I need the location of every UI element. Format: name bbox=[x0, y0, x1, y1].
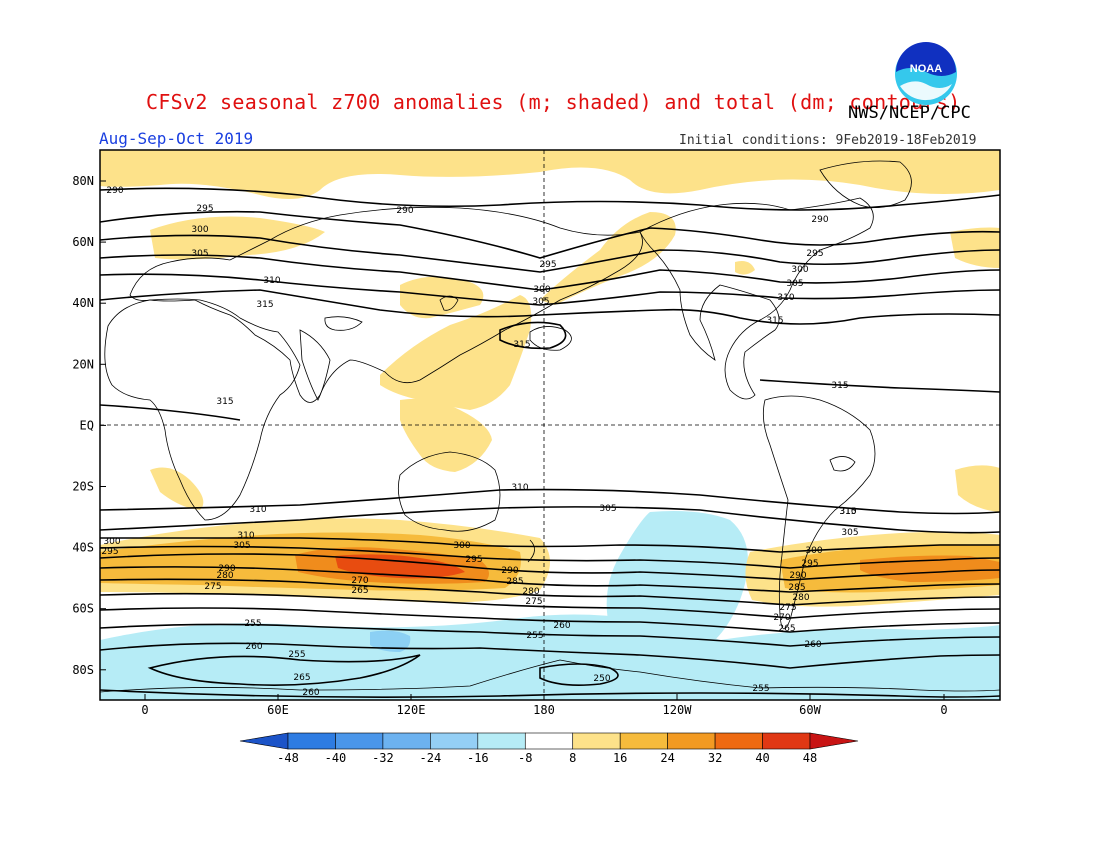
lat-label: EQ bbox=[80, 418, 94, 432]
contour-label: 290 bbox=[106, 186, 123, 196]
lon-label: 60W bbox=[799, 703, 821, 717]
contour-label: 300 bbox=[191, 225, 208, 235]
contour-label: 290 bbox=[218, 564, 235, 574]
period-label: Aug-Sep-Oct 2019 bbox=[99, 129, 254, 148]
negative-anomaly-shading bbox=[100, 511, 1000, 700]
contour-label: 285 bbox=[506, 577, 523, 587]
contour-label: 305 bbox=[532, 297, 549, 307]
contour-label: 270 bbox=[773, 613, 790, 623]
contour-label: 310 bbox=[777, 293, 794, 303]
contour-label: 305 bbox=[191, 249, 208, 259]
lon-label: 0 bbox=[141, 703, 148, 717]
contour-label: 310 bbox=[511, 483, 528, 493]
contour-label: 295 bbox=[806, 249, 823, 259]
contour-label: 255 bbox=[288, 650, 305, 660]
contour-label: 310 bbox=[839, 507, 856, 517]
contour-label: 280 bbox=[792, 593, 809, 603]
lat-label: 40N bbox=[72, 296, 94, 310]
contour-label: 290 bbox=[396, 206, 413, 216]
lon-label: 60E bbox=[267, 703, 289, 717]
contour-label: 295 bbox=[539, 260, 556, 270]
contour-label: 260 bbox=[245, 642, 262, 652]
contour-label: 290 bbox=[789, 571, 806, 581]
contour-label: 280 bbox=[216, 571, 233, 581]
contour-label: 285 bbox=[788, 583, 805, 593]
contour-label: 275 bbox=[204, 582, 221, 592]
lon-label: 0 bbox=[940, 703, 947, 717]
lon-label: 180 bbox=[533, 703, 555, 717]
contour-label: 315 bbox=[513, 340, 530, 350]
contour-label: 305 bbox=[233, 541, 250, 551]
lat-label: 20S bbox=[72, 480, 94, 494]
contour-label: 270 bbox=[351, 576, 368, 586]
lon-label: 120E bbox=[397, 703, 426, 717]
lat-label: 80N bbox=[72, 174, 94, 188]
contour-label: 265 bbox=[351, 586, 368, 596]
contour-label: 255 bbox=[526, 631, 543, 641]
contour-label: 310 bbox=[249, 505, 266, 515]
contour-label: 265 bbox=[293, 673, 310, 683]
contour-label: 300 bbox=[791, 265, 808, 275]
noaa-logo-text: NOAA bbox=[910, 63, 942, 75]
lat-label: 60N bbox=[72, 235, 94, 249]
contour-label: 260 bbox=[804, 640, 821, 650]
contour-label: 250 bbox=[593, 674, 610, 684]
contour-label: 295 bbox=[101, 547, 118, 557]
contour-label: 280 bbox=[522, 587, 539, 597]
lat-label: 20N bbox=[72, 357, 94, 371]
lat-label: 40S bbox=[72, 541, 94, 555]
contour-label: 295 bbox=[801, 559, 818, 569]
lat-label: 60S bbox=[72, 602, 94, 616]
contour-label: 295 bbox=[465, 555, 482, 565]
initial-conditions-label: Initial conditions: 9Feb2019-18Feb2019 bbox=[679, 133, 977, 148]
contour-label: 300 bbox=[103, 537, 120, 547]
contour-label: 295 bbox=[196, 204, 213, 214]
contour-label: 315 bbox=[256, 300, 273, 310]
contour-label: 300 bbox=[453, 541, 470, 551]
chart-title: CFSv2 seasonal z700 anomalies (m; shaded… bbox=[146, 90, 961, 114]
contour-label: 310 bbox=[263, 276, 280, 286]
contour-label: 255 bbox=[752, 684, 769, 694]
contour-label: 315 bbox=[839, 507, 856, 517]
organization-label: NWS/NCEP/CPC bbox=[848, 103, 971, 123]
contour-label: 300 bbox=[805, 546, 822, 556]
height-contours bbox=[100, 187, 1000, 698]
contour-label: 260 bbox=[553, 621, 570, 631]
contour-label: 265 bbox=[778, 624, 795, 634]
contour-label: 290 bbox=[501, 566, 518, 576]
contour-label: 315 bbox=[831, 381, 848, 391]
contour-label: 305 bbox=[841, 528, 858, 538]
noaa-logo-icon: NOAA bbox=[895, 42, 957, 105]
contour-label: 255 bbox=[244, 619, 261, 629]
contour-label: 275 bbox=[525, 597, 542, 607]
contour-label: 260 bbox=[302, 688, 319, 698]
contour-label: 305 bbox=[599, 504, 616, 514]
lat-label: 80S bbox=[72, 663, 94, 677]
contour-label: 300 bbox=[533, 285, 550, 295]
contour-label: 305 bbox=[786, 279, 803, 289]
contour-label: 275 bbox=[779, 603, 796, 613]
contour-label: 315 bbox=[766, 316, 783, 326]
contour-label: 290 bbox=[811, 215, 828, 225]
latitude-axis: 80N 60N 40N 20N EQ 20S 40S 60S 80S bbox=[72, 174, 106, 677]
lon-label: 120W bbox=[663, 703, 693, 717]
contour-label: 315 bbox=[216, 397, 233, 407]
contour-label: 310 bbox=[237, 531, 254, 541]
longitude-axis: 0 60E 120E 180 120W 60W 0 bbox=[141, 694, 948, 717]
